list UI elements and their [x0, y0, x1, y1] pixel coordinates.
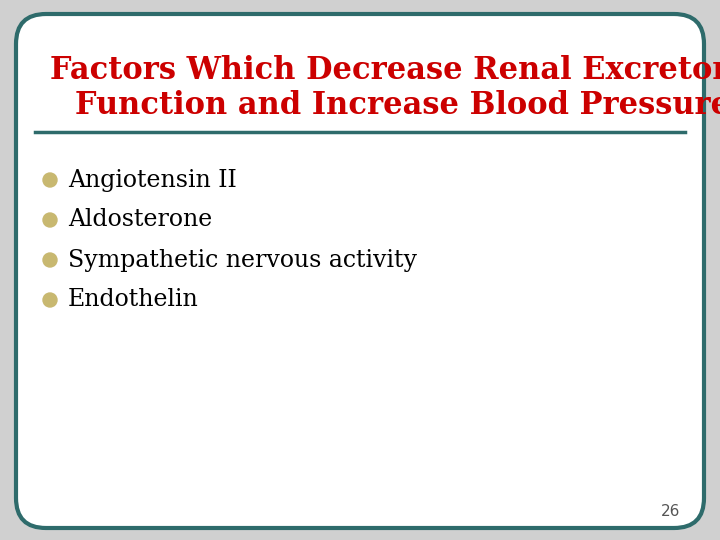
Text: Endothelin: Endothelin [68, 288, 199, 312]
Text: Sympathetic nervous activity: Sympathetic nervous activity [68, 248, 417, 272]
Text: Angiotensin II: Angiotensin II [68, 168, 237, 192]
Text: Aldosterone: Aldosterone [68, 208, 212, 232]
FancyBboxPatch shape [16, 14, 704, 528]
Circle shape [43, 253, 57, 267]
Circle shape [43, 213, 57, 227]
Circle shape [43, 173, 57, 187]
Text: 26: 26 [661, 504, 680, 519]
Circle shape [43, 293, 57, 307]
Text: Function and Increase Blood Pressure: Function and Increase Blood Pressure [75, 90, 720, 120]
Text: Factors Which Decrease Renal Excretory: Factors Which Decrease Renal Excretory [50, 55, 720, 85]
